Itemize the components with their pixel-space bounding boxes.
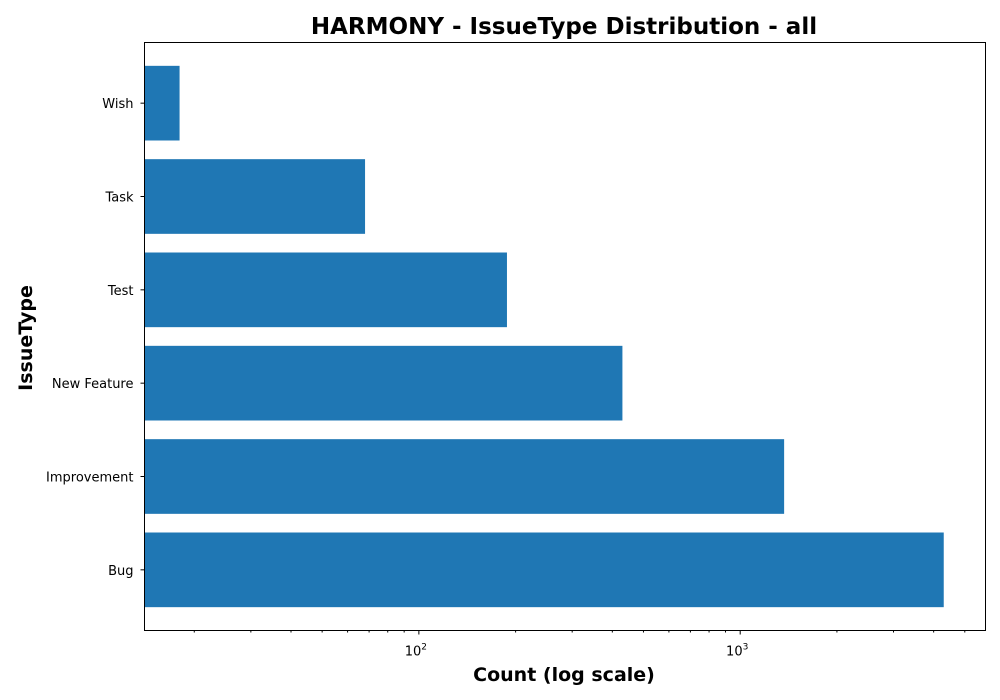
- y-tick-label-new-feature: New Feature: [52, 377, 134, 392]
- bars-group: [144, 65, 944, 608]
- y-axis-label: IssueType: [15, 285, 37, 391]
- y-tick-label-improvement: Improvement: [46, 471, 133, 486]
- y-tick-label-test: Test: [107, 284, 134, 299]
- bar-bug: [144, 532, 944, 608]
- x-tick-label: 102: [405, 643, 427, 660]
- bar-improvement: [144, 439, 785, 514]
- x-axis-label: Count (log scale): [473, 664, 655, 686]
- y-axis-ticks: Bug Improvement New Feature Test Task Wish: [46, 97, 145, 579]
- y-tick-label-task: Task: [104, 191, 134, 206]
- x-axis-ticks: 102 103: [193, 630, 966, 660]
- x-tick-label: 103: [726, 643, 748, 660]
- bar-new-feature: [144, 345, 623, 421]
- bar-task: [144, 159, 366, 234]
- y-tick-label-wish: Wish: [102, 97, 133, 112]
- bar-wish: [144, 65, 180, 141]
- y-tick-label-bug: Bug: [108, 564, 133, 579]
- bar-test: [144, 252, 507, 328]
- chart-title: HARMONY - IssueType Distribution - all: [311, 14, 817, 40]
- plot-frame: [144, 42, 986, 631]
